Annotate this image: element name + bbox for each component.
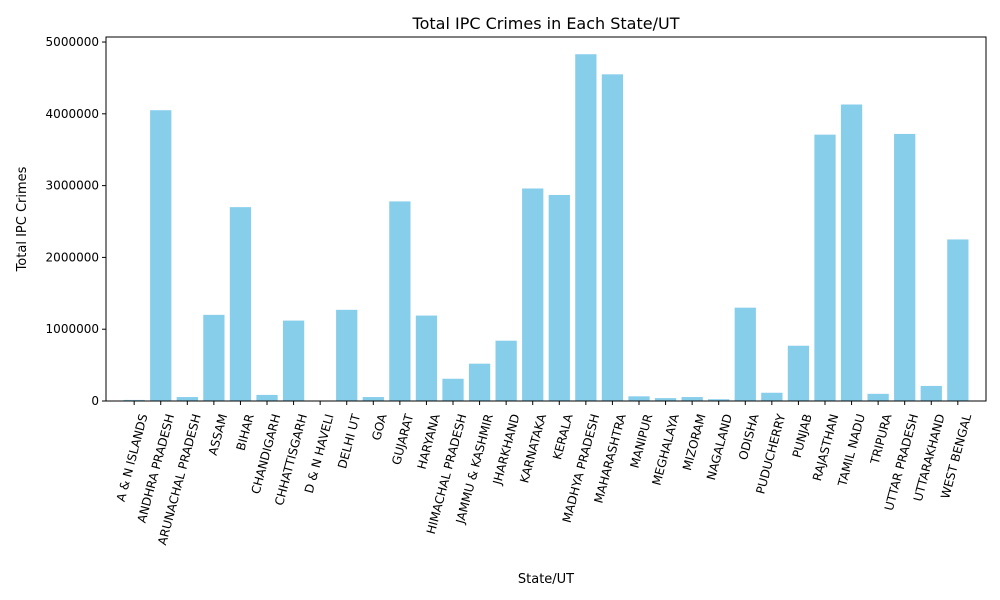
bar-bihar	[229, 207, 252, 401]
bar-punjab	[787, 345, 810, 401]
bar-tripura	[867, 393, 889, 401]
y-tick-label: 1000000	[46, 322, 99, 336]
bar-kerala	[548, 194, 570, 401]
bar-madhya-pradesh	[575, 54, 597, 401]
bar-haryana	[415, 315, 438, 401]
bar-uttarakhand	[920, 385, 942, 401]
y-tick-label: 0	[91, 394, 99, 408]
bar-tamil-nadu	[840, 104, 863, 402]
y-tick-label: 2000000	[46, 250, 99, 264]
bar-goa	[362, 397, 384, 401]
y-tick-label: 3000000	[46, 179, 99, 193]
bar-gujarat	[389, 201, 411, 401]
x-axis-title: State/UT	[518, 572, 574, 587]
bars-group	[123, 54, 969, 402]
bar-maharashtra	[601, 74, 624, 401]
bar-a-n-islands	[123, 399, 145, 401]
bar-mizoram	[681, 397, 703, 401]
x-tick-label: GOA	[369, 412, 390, 442]
bar-chhattisgarh	[282, 320, 305, 401]
bar-jharkhand	[495, 340, 517, 401]
plot-frame	[105, 36, 987, 402]
bar-jammu-kashmir	[468, 363, 491, 401]
y-tick-label: 4000000	[46, 107, 99, 121]
y-tick-label: 5000000	[46, 35, 99, 49]
chart-title: Total IPC Crimes in Each State/UT	[412, 14, 680, 33]
bar-delhi-ut	[336, 309, 358, 401]
bar-arunachal-pradesh	[176, 397, 198, 401]
bar-karnataka	[522, 188, 544, 401]
bar-chandigarh	[256, 394, 278, 401]
bar-himachal-pradesh	[442, 378, 464, 401]
y-axis-title: Total IPC Crimes	[15, 166, 30, 272]
bar-assam	[203, 314, 225, 401]
bar-nagaland	[708, 399, 730, 401]
bar-west-bengal	[947, 239, 969, 401]
y-axis: 0 1000000 2000000 3000000 4000000 5000000	[46, 35, 106, 408]
bar-uttar-pradesh	[894, 133, 916, 402]
bar-manipur	[628, 396, 650, 401]
bar-andhra-pradesh	[150, 110, 172, 401]
bar-puducherry	[761, 392, 783, 401]
bar-odisha	[734, 307, 756, 401]
bar-rajasthan	[814, 134, 836, 401]
bar-meghalaya	[654, 398, 677, 401]
